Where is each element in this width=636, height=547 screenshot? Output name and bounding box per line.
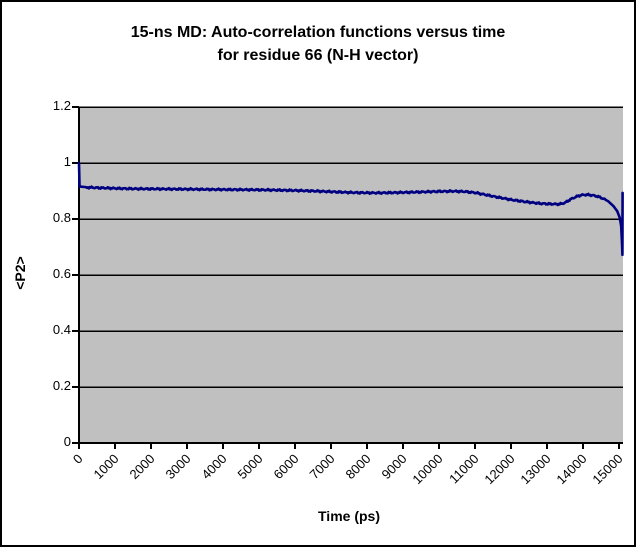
y-tick-label: 1 [63, 154, 71, 169]
y-tick-label: 0.8 [52, 210, 71, 225]
chart-title: 15-ns MD: Auto-correlation functions ver… [2, 21, 634, 67]
y-axis-title: <P2> [12, 256, 28, 290]
y-tick-label: 0.6 [52, 266, 71, 281]
y-tick-label: 0 [63, 434, 71, 449]
y-tick-label: 0.2 [52, 378, 71, 393]
data-series-line [77, 161, 624, 257]
x-axis-title: Time (ps) [318, 508, 380, 524]
chart-title-line-1: 15-ns MD: Auto-correlation functions ver… [130, 24, 506, 41]
chart-title-line-2: for residue 66 (N-H vector) [217, 47, 419, 64]
y-tick-label: 1.2 [52, 98, 71, 113]
y-tick-label: 0.4 [52, 322, 71, 337]
